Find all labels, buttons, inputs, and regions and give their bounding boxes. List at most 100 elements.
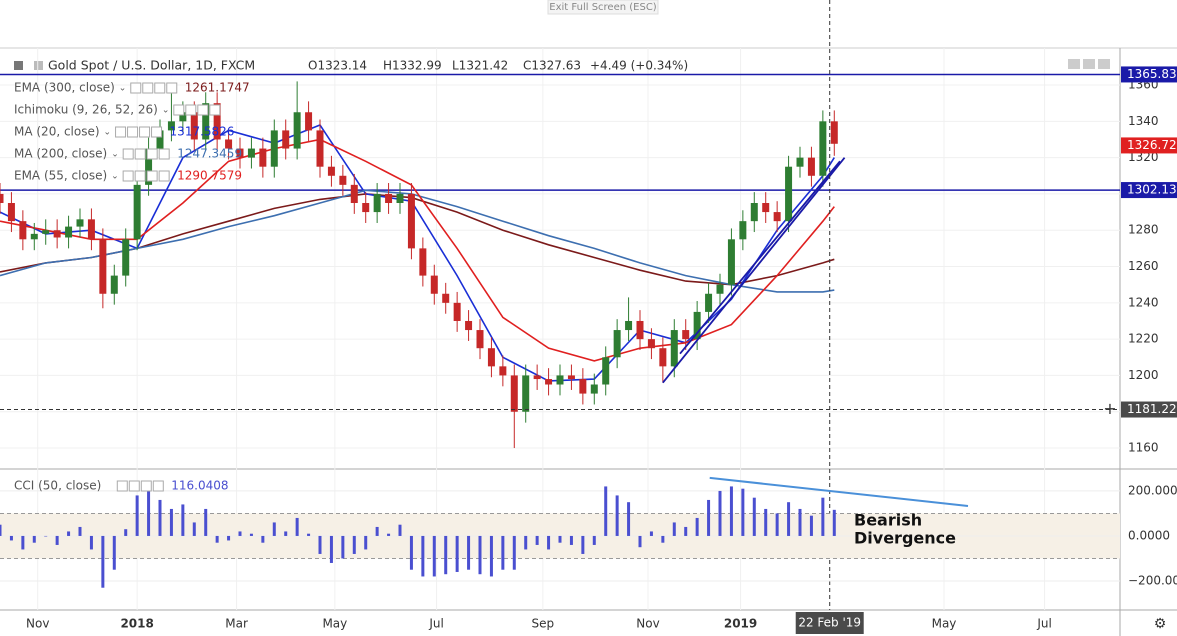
crosshair-y-tag: 1181.22 (1127, 402, 1177, 416)
candle-body (465, 320, 473, 331)
bar (375, 526, 379, 536)
legend-icon[interactable] (130, 82, 142, 94)
hline-tag-bg (1121, 182, 1177, 199)
candle-body (270, 130, 278, 167)
pane-button[interactable] (1068, 59, 1080, 69)
candle-body (87, 219, 95, 240)
legend-icon[interactable] (154, 82, 166, 94)
legend-icon[interactable] (146, 170, 158, 182)
x-tick-label: Sep (532, 617, 555, 631)
legend-icon[interactable] (139, 126, 151, 138)
legend-icon[interactable] (127, 126, 139, 138)
candle-body (739, 221, 747, 240)
legend-value: 1290.7579 (177, 169, 242, 183)
bar (9, 535, 13, 541)
symbol-icon[interactable] (34, 61, 43, 70)
bar (112, 535, 116, 570)
legend-icon[interactable] (158, 170, 170, 182)
bar (615, 495, 619, 536)
bar (387, 533, 391, 536)
candle-body (670, 330, 678, 367)
bar (204, 508, 208, 536)
bar (558, 535, 562, 543)
candle-body (225, 139, 233, 149)
x-tick-label: Nov (26, 617, 49, 631)
pane-button[interactable] (1098, 59, 1110, 69)
bar (455, 535, 459, 572)
pane-button[interactable] (1083, 59, 1095, 69)
legend-icon[interactable] (166, 82, 178, 94)
candle-body (750, 203, 758, 222)
legend-icon[interactable] (142, 82, 154, 94)
legend-icon[interactable] (146, 148, 158, 160)
candle-body (705, 293, 713, 312)
exit-button[interactable] (547, 0, 659, 15)
candle-body (293, 112, 301, 149)
candle-body (396, 193, 404, 204)
legend-icon[interactable] (134, 148, 146, 160)
y-tick-label: 1200 (1128, 368, 1159, 382)
bar (581, 535, 585, 554)
bar (707, 499, 711, 536)
x-tick-label: May (932, 617, 957, 631)
legend-caret: ⌄ (162, 106, 170, 116)
candle-body (430, 275, 438, 294)
candle-body (0, 193, 4, 204)
legend-entry: MA (20, close) (14, 125, 100, 139)
legend-icon[interactable] (151, 126, 163, 138)
candle-body (167, 121, 175, 131)
legend-icon[interactable] (134, 170, 146, 182)
legend-icon[interactable] (122, 170, 134, 182)
collapse-icon[interactable] (14, 61, 23, 70)
bar (478, 535, 482, 575)
bar (147, 490, 151, 536)
candle-body (807, 157, 815, 176)
indicator-line (0, 138, 835, 362)
legend-icon[interactable] (197, 104, 209, 116)
annotation: Divergence (854, 529, 956, 548)
legend-icon[interactable] (116, 480, 128, 492)
candle-body (762, 203, 770, 213)
bar (752, 497, 756, 536)
candle-body (339, 175, 347, 185)
exit-label[interactable]: Exit Full Screen (ESC) (549, 2, 657, 13)
legend-icon[interactable] (115, 126, 127, 138)
legend-icon[interactable] (158, 148, 170, 160)
legend-icon[interactable] (173, 104, 185, 116)
bar (307, 533, 311, 536)
candle-body (693, 311, 701, 340)
crosshair-plus: + (1103, 399, 1116, 418)
settings-icon[interactable]: ⚙ (1154, 616, 1167, 632)
legend-icon[interactable] (122, 148, 134, 160)
candle-body (533, 375, 541, 380)
candle-body (30, 233, 38, 240)
bar (444, 535, 448, 575)
candle-body (522, 375, 530, 412)
y-tick-label: −200.0000 (1128, 573, 1177, 587)
legend-icon[interactable] (128, 480, 140, 492)
bar (295, 517, 299, 536)
candle-body (499, 366, 507, 376)
bar (181, 504, 185, 536)
legend-icon[interactable] (152, 480, 164, 492)
bar (547, 535, 551, 550)
candle-body (7, 203, 15, 222)
candle-body (156, 130, 164, 149)
bar (718, 490, 722, 536)
candle-body (407, 193, 415, 249)
bar (798, 508, 802, 536)
legend-icon[interactable] (209, 104, 221, 116)
candle-body (602, 357, 610, 385)
legend-entry: EMA (55, close) (14, 169, 107, 183)
y-tick-label: 0.0000 (1128, 528, 1170, 542)
bar (215, 535, 219, 543)
bar (432, 535, 436, 577)
bar (261, 535, 265, 543)
y-tick-label: 1160 (1128, 441, 1159, 455)
legend-icon[interactable] (140, 480, 152, 492)
crosshair-x-bg (795, 612, 864, 634)
legend-icon[interactable] (185, 104, 197, 116)
bar (409, 535, 413, 570)
x-tick-label: Jul (1036, 617, 1051, 631)
